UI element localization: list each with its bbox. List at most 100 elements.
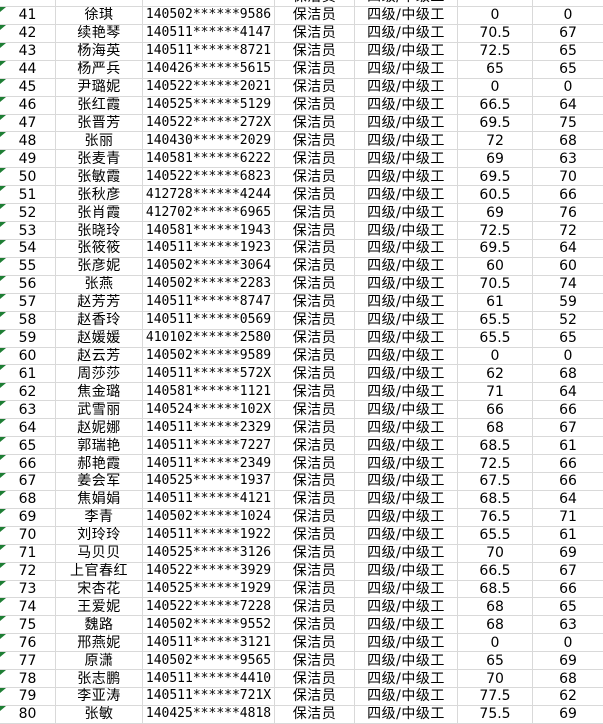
cell-job-title[interactable]: 保洁员 [275, 222, 355, 240]
cell-score-1[interactable]: 70.5 [458, 24, 533, 43]
cell-id-number[interactable]: 140511******7227 [143, 437, 275, 456]
cell-job-title[interactable]: 保洁员 [275, 580, 355, 599]
cell-row-number[interactable]: 61 [0, 365, 56, 384]
cell-id-number[interactable]: 140502******2283 [143, 275, 275, 294]
cell-row-number[interactable]: 73 [0, 580, 56, 599]
cell-score-2[interactable]: 67 [533, 563, 603, 581]
cell-job-title[interactable]: 保洁员 [275, 490, 355, 509]
cell-id-number[interactable]: 412728******4244 [143, 186, 275, 205]
cell-name[interactable]: 徐琪 [56, 7, 143, 25]
cell-row-number[interactable]: 80 [0, 705, 56, 724]
cell-level[interactable]: 四级/中级工 [355, 472, 458, 491]
cell-score-1[interactable]: 69.5 [458, 239, 533, 258]
cell-score-1[interactable]: 0 [458, 347, 533, 366]
cell-level[interactable]: 四级/中级工 [355, 580, 458, 599]
cell-score-2[interactable]: 66 [533, 455, 603, 473]
cell-id-number[interactable]: 140511******1922 [143, 526, 275, 545]
cell-score-1[interactable]: 72.5 [458, 42, 533, 61]
cell-row-number[interactable]: 64 [0, 419, 56, 438]
cell-name[interactable]: 张肖霞 [56, 204, 143, 223]
cell-level[interactable]: 四级/中级工 [355, 705, 458, 724]
cell-row-number[interactable]: 48 [0, 132, 56, 151]
cell-score-2[interactable]: 71 [533, 509, 603, 527]
cell-level[interactable]: 四级/中级工 [355, 0, 458, 7]
cell-row-number[interactable]: 47 [0, 114, 56, 133]
cell-job-title[interactable]: 保洁员 [275, 634, 355, 653]
cell-score-1[interactable]: 77.5 [458, 688, 533, 706]
cell-job-title[interactable]: 保洁员 [275, 186, 355, 205]
cell-row-number[interactable]: 65 [0, 437, 56, 456]
cell-level[interactable]: 四级/中级工 [355, 329, 458, 348]
cell-row-number[interactable]: 52 [0, 204, 56, 223]
cell-level[interactable]: 四级/中级工 [355, 688, 458, 706]
cell-name[interactable]: 张志鹏 [56, 670, 143, 689]
cell-score-1[interactable]: 68.5 [458, 437, 533, 456]
cell-score-2[interactable]: 61 [533, 437, 603, 456]
cell-score-1[interactable]: 66.5 [458, 96, 533, 115]
cell-score-1[interactable]: 69 [458, 204, 533, 223]
cell-job-title[interactable]: 保洁员 [275, 437, 355, 456]
cell-job-title[interactable]: 保洁员 [275, 114, 355, 133]
cell-job-title[interactable]: 保洁员 [275, 598, 355, 617]
cell-name[interactable]: 李青 [56, 508, 143, 527]
cell-job-title[interactable]: 保洁员 [275, 150, 355, 169]
cell-name[interactable]: 张丽 [56, 132, 143, 151]
cell-level[interactable]: 四级/中级工 [355, 526, 458, 545]
cell-score-1[interactable]: 70.5 [458, 275, 533, 294]
cell-name[interactable]: 张燕 [56, 275, 143, 294]
cell-level[interactable]: 四级/中级工 [355, 168, 458, 187]
cell-row-number[interactable]: 45 [0, 78, 56, 97]
cell-id-number[interactable]: 412702******6965 [143, 204, 275, 223]
cell-id-number[interactable]: 140522******7228 [143, 598, 275, 617]
cell-level[interactable]: 四级/中级工 [355, 114, 458, 133]
cell-row-number[interactable]: 63 [0, 401, 56, 420]
cell-job-title[interactable]: 保洁员 [275, 275, 355, 294]
cell-score-1[interactable]: 68.5 [458, 580, 533, 599]
cell-row-number[interactable]: 68 [0, 490, 56, 509]
cell-job-title[interactable]: 保洁员 [275, 204, 355, 223]
cell-id-number[interactable]: 140522******6823 [143, 168, 275, 187]
cell-job-title[interactable]: 保洁员 [275, 383, 355, 402]
cell-name[interactable]: 李亚涛 [56, 688, 143, 706]
cell-id-number[interactable]: 140511******2349 [143, 455, 275, 473]
cell-job-title[interactable]: 保洁员 [275, 472, 355, 491]
cell-score-2[interactable]: 63 [533, 616, 603, 635]
cell-row-number[interactable]: 56 [0, 275, 56, 294]
cell-row-number[interactable]: 67 [0, 472, 56, 491]
cell-score-1[interactable]: 65.5 [458, 329, 533, 348]
cell-row-number[interactable]: 50 [0, 168, 56, 187]
cell-job-title[interactable]: 保洁员 [275, 7, 355, 25]
cell-name[interactable]: 张秋彦 [56, 186, 143, 205]
cell-level[interactable]: 四级/中级工 [355, 544, 458, 563]
cell-id-number[interactable]: 140502******9552 [143, 616, 275, 635]
cell-job-title[interactable]: 保洁员 [275, 419, 355, 438]
cell-id-number[interactable]: 140511******1923 [143, 239, 275, 258]
cell-name[interactable]: 张晓玲 [56, 222, 143, 240]
cell-level[interactable]: 四级/中级工 [355, 78, 458, 97]
cell-name[interactable]: 张彦妮 [56, 257, 143, 276]
cell-row-number[interactable]: 75 [0, 616, 56, 635]
cell-name[interactable]: 张麦青 [56, 150, 143, 169]
cell-score-2[interactable]: 66 [533, 473, 603, 491]
cell-name[interactable]: 姜会军 [56, 472, 143, 491]
cell-job-title[interactable]: 保洁员 [275, 311, 355, 330]
cell-id-number[interactable]: 140522******3929 [143, 562, 275, 581]
cell-level[interactable]: 四级/中级工 [355, 257, 458, 276]
cell-level[interactable]: 四级/中级工 [355, 42, 458, 61]
cell-score-2[interactable]: 64 [533, 491, 603, 509]
cell-score-2[interactable]: 64 [533, 383, 603, 402]
cell-job-title[interactable]: 保洁员 [275, 78, 355, 97]
cell-name[interactable]: 武雪丽 [56, 401, 143, 420]
cell-id-number[interactable]: 140524******102X [143, 401, 275, 420]
cell-name[interactable]: 焦金璐 [56, 383, 143, 402]
cell-score-1[interactable]: 65.5 [458, 526, 533, 545]
cell-score-1[interactable]: 75.5 [458, 705, 533, 724]
cell-level[interactable]: 四级/中级工 [355, 239, 458, 258]
cell-score-2[interactable]: 65 [533, 61, 603, 79]
cell-name[interactable]: 赵香玲 [56, 311, 143, 330]
cell-row-number[interactable]: 58 [0, 311, 56, 330]
cell-row-number[interactable] [0, 0, 56, 7]
cell-row-number[interactable]: 66 [0, 455, 56, 473]
cell-level[interactable]: 四级/中级工 [355, 186, 458, 205]
cell-row-number[interactable]: 42 [0, 24, 56, 43]
